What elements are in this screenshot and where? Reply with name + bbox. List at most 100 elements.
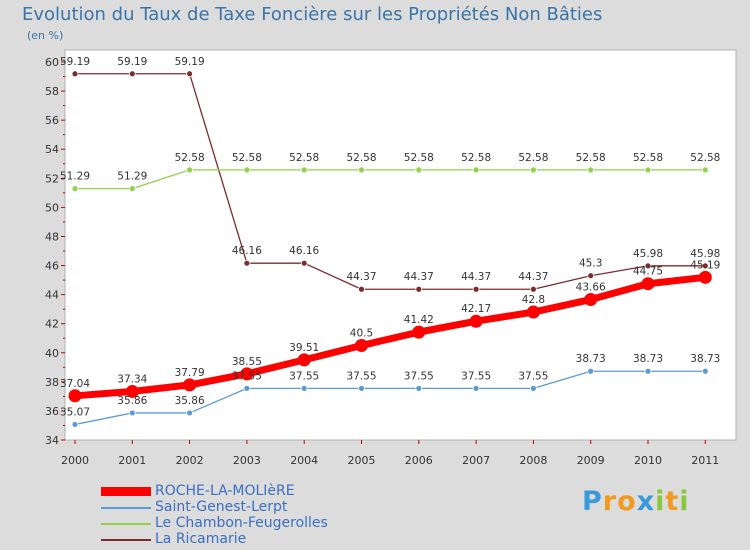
data-label-2: 51.29 bbox=[60, 171, 90, 183]
data-label-2: 52.58 bbox=[232, 152, 262, 164]
legend-swatch-ricamarie bbox=[101, 539, 151, 541]
data-label-3: 59.19 bbox=[117, 56, 147, 68]
x-tick-label: 2011 bbox=[691, 454, 719, 467]
data-label-1: 35.86 bbox=[175, 395, 205, 407]
data-point-3 bbox=[358, 285, 365, 293]
y-tick-label: 42 bbox=[45, 318, 59, 331]
data-point-1 bbox=[300, 384, 308, 392]
x-tick-label: 2002 bbox=[176, 454, 204, 467]
legend-swatch-saint-genest bbox=[101, 507, 151, 509]
data-point-2 bbox=[300, 166, 308, 174]
data-point-1 bbox=[587, 367, 595, 375]
data-point-1 bbox=[358, 384, 365, 392]
y-tick-label: 58 bbox=[45, 85, 59, 98]
data-label-0: 37.34 bbox=[117, 373, 147, 385]
data-label-3: 46.16 bbox=[232, 245, 262, 257]
data-point-2 bbox=[644, 166, 652, 174]
logo-letter: i bbox=[655, 486, 666, 517]
data-point-1 bbox=[243, 384, 251, 392]
data-point-0 bbox=[641, 277, 655, 291]
x-tick-label: 2004 bbox=[290, 454, 318, 467]
y-tick-label: 50 bbox=[45, 201, 59, 214]
data-point-1 bbox=[644, 367, 652, 375]
data-label-3: 46.16 bbox=[289, 245, 319, 257]
legend-label-ricamarie: La Ricamarie bbox=[155, 531, 247, 547]
data-point-1 bbox=[128, 409, 136, 417]
data-label-3: 44.37 bbox=[461, 271, 491, 283]
data-point-0 bbox=[526, 305, 540, 319]
data-point-3 bbox=[644, 262, 652, 270]
data-point-0 bbox=[125, 384, 139, 398]
data-label-1: 37.55 bbox=[518, 370, 548, 382]
data-label-2: 52.58 bbox=[461, 152, 491, 164]
data-label-2: 52.58 bbox=[576, 152, 606, 164]
data-label-2: 52.58 bbox=[633, 152, 663, 164]
series-line-3 bbox=[74, 73, 706, 290]
x-tick-label: 2001 bbox=[118, 454, 146, 467]
logo-letter: P bbox=[582, 486, 603, 517]
data-label-0: 38.55 bbox=[232, 356, 262, 368]
data-label-0: 45.19 bbox=[690, 259, 720, 271]
data-label-2: 52.58 bbox=[175, 152, 205, 164]
series-line-2 bbox=[74, 169, 706, 190]
data-point-0 bbox=[698, 270, 712, 284]
x-tick-label: 2006 bbox=[405, 454, 433, 467]
unit-label: (en %) bbox=[27, 29, 64, 42]
data-label-2: 52.58 bbox=[346, 152, 376, 164]
data-point-2 bbox=[587, 166, 595, 174]
series-line-1 bbox=[74, 370, 706, 426]
data-point-3 bbox=[587, 272, 595, 280]
data-point-0 bbox=[297, 353, 311, 367]
data-point-0 bbox=[355, 339, 368, 352]
data-point-3 bbox=[701, 262, 709, 270]
data-point-0 bbox=[240, 367, 254, 381]
data-label-0: 43.66 bbox=[576, 282, 606, 294]
data-label-2: 52.58 bbox=[518, 152, 548, 164]
y-tick-label: 46 bbox=[45, 260, 59, 273]
data-label-0: 44.75 bbox=[633, 266, 663, 278]
data-label-2: 52.58 bbox=[404, 152, 434, 164]
proxiti-logo: Proxiti bbox=[582, 486, 690, 517]
data-label-0: 42.8 bbox=[522, 294, 545, 306]
data-point-1 bbox=[186, 409, 194, 417]
data-point-3 bbox=[186, 70, 194, 78]
logo-letter: i bbox=[679, 486, 690, 517]
data-point-3 bbox=[128, 70, 136, 78]
data-point-2 bbox=[415, 166, 423, 174]
data-point-3 bbox=[530, 285, 537, 293]
data-label-0: 37.04 bbox=[60, 378, 90, 390]
data-point-1 bbox=[415, 384, 423, 392]
legend-swatch-roche bbox=[101, 487, 151, 496]
y-tick-label: 60 bbox=[45, 56, 59, 69]
data-label-1: 37.55 bbox=[232, 370, 262, 382]
data-label-3: 44.37 bbox=[346, 271, 376, 283]
y-tick-label: 52 bbox=[45, 172, 59, 185]
x-tick-label: 2000 bbox=[61, 454, 89, 467]
y-tick-label: 34 bbox=[45, 434, 59, 447]
data-label-1: 35.86 bbox=[117, 395, 147, 407]
legend-label-roche: ROCHE-LA-MOLIèRE bbox=[155, 483, 295, 499]
y-tick-label: 54 bbox=[45, 143, 59, 156]
data-point-2 bbox=[472, 166, 480, 174]
x-tick-label: 2010 bbox=[634, 454, 662, 467]
logo-letter: t bbox=[665, 486, 680, 517]
legend-label-chambon: Le Chambon-Feugerolles bbox=[155, 515, 328, 531]
plot-area bbox=[64, 49, 737, 441]
x-tick-label: 2007 bbox=[462, 454, 490, 467]
data-label-1: 38.73 bbox=[633, 353, 663, 365]
data-point-0 bbox=[584, 293, 598, 307]
data-point-3 bbox=[472, 285, 480, 293]
data-label-1: 38.73 bbox=[576, 353, 606, 365]
data-point-2 bbox=[701, 166, 709, 174]
data-label-3: 59.19 bbox=[60, 56, 90, 68]
y-tick-label: 40 bbox=[45, 347, 59, 360]
data-label-3: 45.98 bbox=[633, 248, 663, 260]
data-point-2 bbox=[358, 166, 365, 174]
data-label-1: 38.73 bbox=[690, 353, 720, 365]
data-point-2 bbox=[128, 185, 136, 193]
data-label-1: 35.07 bbox=[60, 406, 90, 418]
y-tick-label: 56 bbox=[45, 114, 59, 127]
legend-label-saint-genest: Saint-Genest-Lerpt bbox=[155, 499, 288, 515]
series-line-0 bbox=[71, 273, 709, 400]
